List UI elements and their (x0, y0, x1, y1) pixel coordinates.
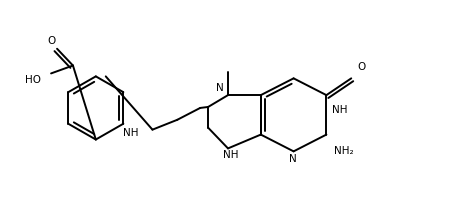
Text: NH: NH (223, 150, 238, 160)
Text: N: N (216, 83, 223, 93)
Text: N: N (288, 154, 296, 164)
Text: O: O (356, 62, 364, 72)
Text: NH: NH (332, 105, 347, 115)
Text: NH: NH (122, 128, 138, 138)
Text: NH₂: NH₂ (334, 146, 353, 156)
Text: HO: HO (25, 75, 41, 85)
Text: O: O (47, 36, 55, 46)
